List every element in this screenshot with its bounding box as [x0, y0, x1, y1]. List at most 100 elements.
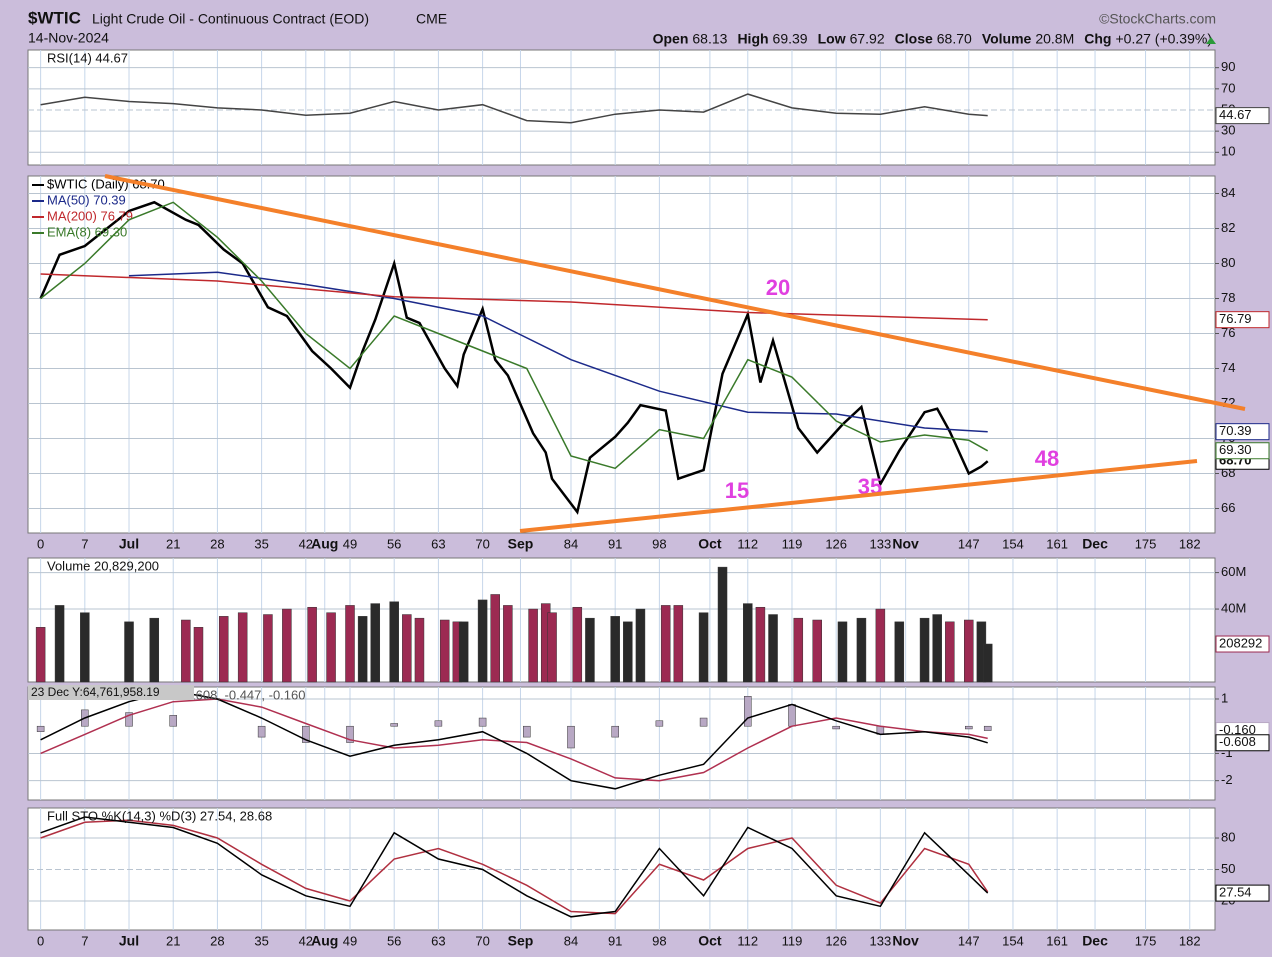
- series-line: [40, 690, 988, 790]
- y-tick-label: 82: [1221, 220, 1235, 235]
- bar: [307, 606, 317, 683]
- x-tick-label: Nov: [892, 536, 919, 552]
- bar: [875, 608, 886, 683]
- x-tick-label: 182: [1179, 933, 1201, 948]
- bar: [856, 617, 867, 683]
- trendlines: [104, 174, 1246, 533]
- y-tick-label: 66: [1221, 500, 1235, 515]
- stat-label: Volume: [982, 31, 1032, 47]
- bar: [218, 616, 229, 683]
- last-value-label: -0.608: [1219, 734, 1256, 749]
- last-value-box: [1215, 423, 1270, 441]
- bar: [832, 725, 840, 730]
- bar: [434, 720, 443, 727]
- stat-label: Chg: [1084, 31, 1111, 47]
- panel: [27, 686, 1216, 801]
- bar: [717, 566, 728, 683]
- x-tick-label: 112: [737, 536, 758, 551]
- bar: [282, 608, 292, 683]
- y-tick-label: 80: [1221, 829, 1235, 844]
- x-tick-label: 42: [299, 536, 313, 551]
- bar: [837, 621, 848, 683]
- bar: [698, 612, 709, 683]
- tooltip-box: [28, 685, 194, 700]
- x-tick-label: Sep: [508, 536, 534, 552]
- bar: [370, 603, 381, 683]
- tooltip: 23 Dec Y:64,761,958.19: [31, 685, 160, 699]
- bar: [982, 643, 993, 683]
- x-tick-label: 119: [782, 536, 803, 551]
- y-tick-label: 84: [1221, 185, 1235, 200]
- exchange: CME: [416, 11, 447, 27]
- bar: [635, 608, 646, 683]
- x-tick-label: 49: [343, 536, 357, 551]
- panel-label: Volume 20,829,200: [47, 558, 159, 573]
- stat-value: 67.92: [850, 31, 885, 47]
- x-tick-label: 63: [431, 933, 445, 948]
- x-tick-label: Jul: [119, 933, 139, 949]
- stat-value: 69.39: [773, 31, 808, 47]
- bar: [80, 612, 90, 683]
- x-tick-label: 28: [210, 933, 224, 948]
- stat-label: Low: [818, 31, 846, 47]
- x-tick-label: 56: [387, 933, 401, 948]
- panel-label: Full STO %K(14,3) %D(3) 27.54, 28.68: [47, 808, 272, 823]
- x-tick-label: 182: [1179, 536, 1201, 551]
- last-value-box: [1215, 442, 1270, 460]
- last-value-box: [1215, 884, 1270, 902]
- bar: [169, 715, 177, 727]
- bar: [919, 617, 930, 683]
- brand: ©StockCharts.com: [1099, 11, 1216, 27]
- x-tick-label: 98: [652, 933, 666, 948]
- bar: [490, 594, 500, 683]
- bar: [673, 605, 684, 683]
- x-tick-label: 126: [825, 536, 847, 551]
- last-value-label: 44.67: [1219, 107, 1252, 122]
- annotation: 48: [1035, 446, 1059, 471]
- x-tick-label: 0: [37, 536, 44, 551]
- x-tick-label: 70: [475, 933, 489, 948]
- x-tick-label: 63: [431, 536, 445, 551]
- x-tick-label: Aug: [311, 933, 338, 949]
- y-tick-label: 50: [1221, 861, 1235, 876]
- bar: [567, 725, 575, 749]
- last-value-box: [1215, 311, 1270, 329]
- stat-label: Open: [653, 31, 689, 47]
- stat-value: 20.8M: [1035, 31, 1074, 47]
- x-tick-label: 147: [958, 536, 980, 551]
- x-tick-label: 21: [166, 536, 180, 551]
- series-line: [40, 698, 988, 782]
- stat-value: 68.70: [937, 31, 972, 47]
- bar: [523, 725, 531, 738]
- bar: [402, 614, 412, 683]
- x-tick-label: 28: [210, 536, 224, 551]
- bar: [528, 608, 538, 683]
- last-value-label: 208292: [1219, 635, 1262, 650]
- bar: [257, 725, 266, 738]
- instrument-name: Light Crude Oil - Continuous Contract (E…: [92, 11, 369, 27]
- bar: [326, 612, 336, 683]
- bar: [36, 725, 45, 732]
- bar: [263, 614, 273, 683]
- x-tick-label: Oct: [698, 933, 722, 949]
- stat-label: High: [737, 31, 768, 47]
- bar: [125, 712, 133, 727]
- y-tick-label: 60M: [1221, 564, 1246, 579]
- x-tick-label: 35: [254, 536, 268, 551]
- trendline: [104, 174, 1246, 411]
- stat-label: Close: [895, 31, 933, 47]
- series-line: [40, 816, 989, 918]
- bar: [983, 725, 992, 731]
- bar: [932, 614, 942, 683]
- panel: [27, 807, 1216, 931]
- last-value-box: [1215, 107, 1270, 125]
- bar: [793, 617, 804, 683]
- x-tick-label: 133: [870, 536, 892, 551]
- bar: [346, 725, 354, 743]
- x-tick-label: 0: [37, 933, 44, 948]
- x-tick-label: 84: [564, 933, 578, 948]
- symbol: $WTIC: [28, 8, 81, 27]
- x-tick-label: 35: [254, 933, 268, 948]
